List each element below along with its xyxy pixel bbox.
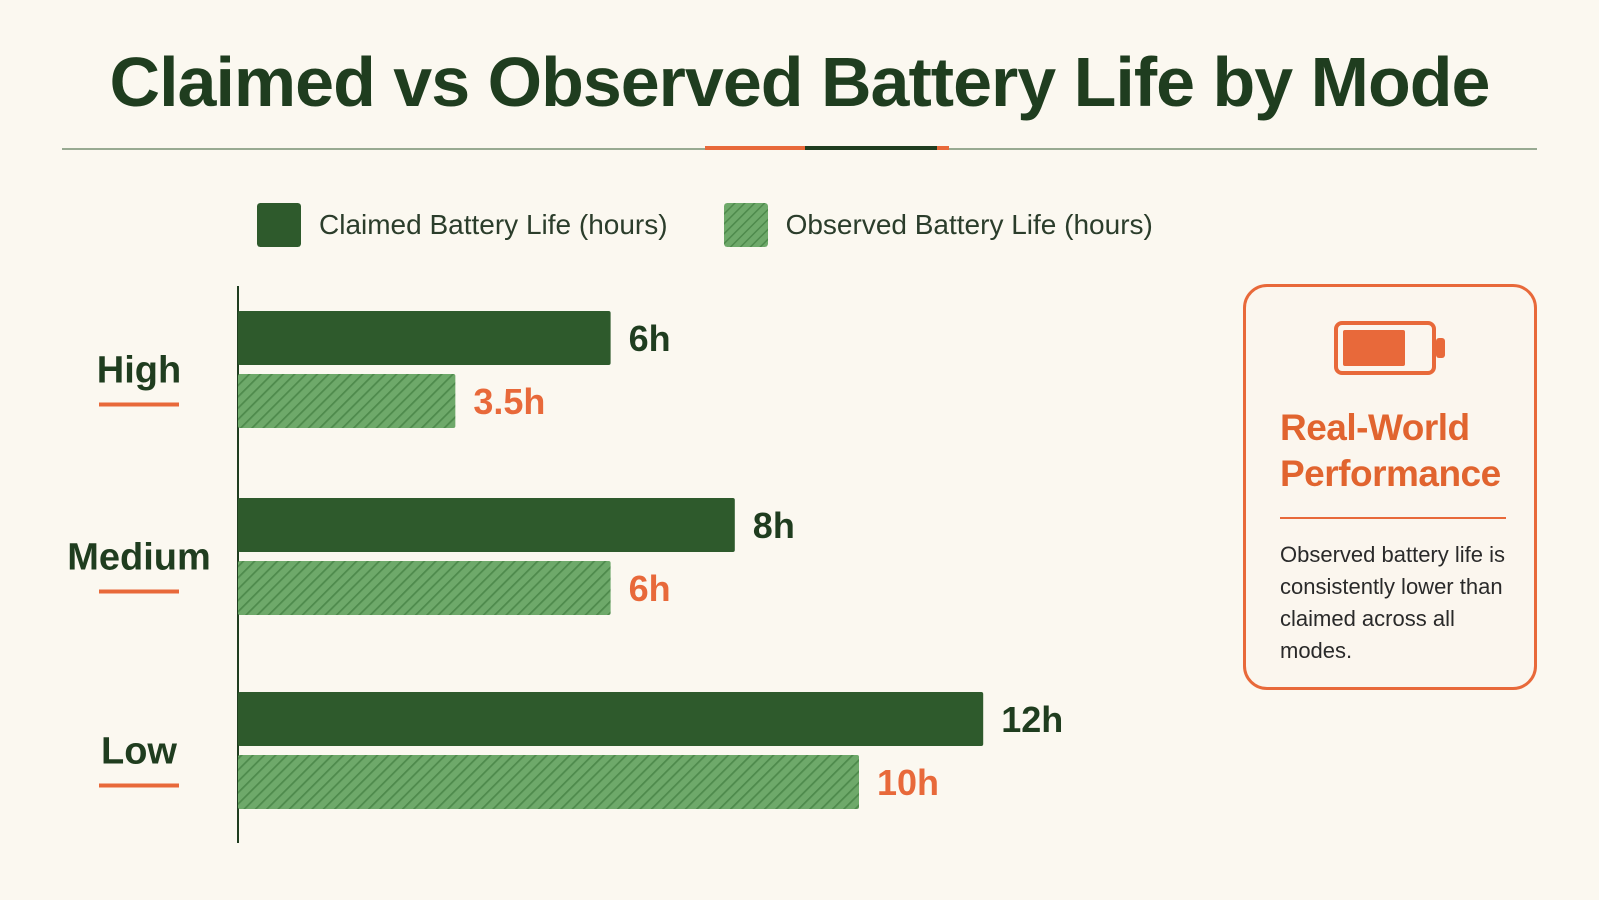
value-label-observed-medium: 6h — [629, 568, 671, 609]
value-label-claimed-high: 6h — [629, 318, 671, 359]
battery-icon — [1334, 321, 1445, 375]
legend-label-claimed: Claimed Battery Life (hours) — [319, 209, 668, 240]
category-underline-high — [99, 402, 179, 407]
legend-item-observed: Observed Battery Life (hours) — [723, 203, 1153, 247]
bar-observed-low — [238, 755, 859, 809]
category-label-high: High — [97, 350, 181, 392]
callout-heading: Real-World Performance — [1280, 407, 1501, 494]
title-divider-accent-green — [805, 146, 937, 150]
bar-claimed-low — [238, 692, 984, 746]
value-label-observed-low: 10h — [877, 762, 939, 803]
bar-claimed-medium — [238, 498, 735, 552]
bar-observed-high — [238, 374, 456, 428]
callout-body: Observed battery life is consistently lo… — [1280, 542, 1505, 663]
category-underline-medium — [99, 589, 179, 594]
legend-swatch-observed — [723, 203, 768, 247]
legend-item-claimed: Claimed Battery Life (hours) — [257, 203, 668, 247]
callout-card: Real-World Performance Observed battery … — [1243, 284, 1537, 690]
legend-swatch-claimed — [257, 203, 301, 247]
callout-divider — [1280, 517, 1506, 519]
category-underline-low — [99, 783, 179, 788]
value-label-claimed-medium: 8h — [753, 505, 795, 546]
bar-claimed-high — [238, 311, 611, 365]
legend-label-observed: Observed Battery Life (hours) — [785, 209, 1153, 240]
category-label-medium: Medium — [67, 537, 211, 579]
title-divider-accent-orange — [705, 146, 805, 150]
chart-title: Claimed vs Observed Battery Life by Mode — [109, 43, 1491, 121]
title-divider-accent-orange-end — [937, 146, 949, 150]
value-label-claimed-low: 12h — [1001, 699, 1063, 740]
bar-chart: High 6h 3.5h Medium 8h 6h Low 12h 10h — [67, 286, 1063, 843]
category-label-low: Low — [101, 731, 177, 773]
bar-observed-medium — [238, 561, 611, 615]
legend: Claimed Battery Life (hours) Observed Ba… — [257, 202, 1209, 248]
value-label-observed-high: 3.5h — [473, 381, 545, 422]
